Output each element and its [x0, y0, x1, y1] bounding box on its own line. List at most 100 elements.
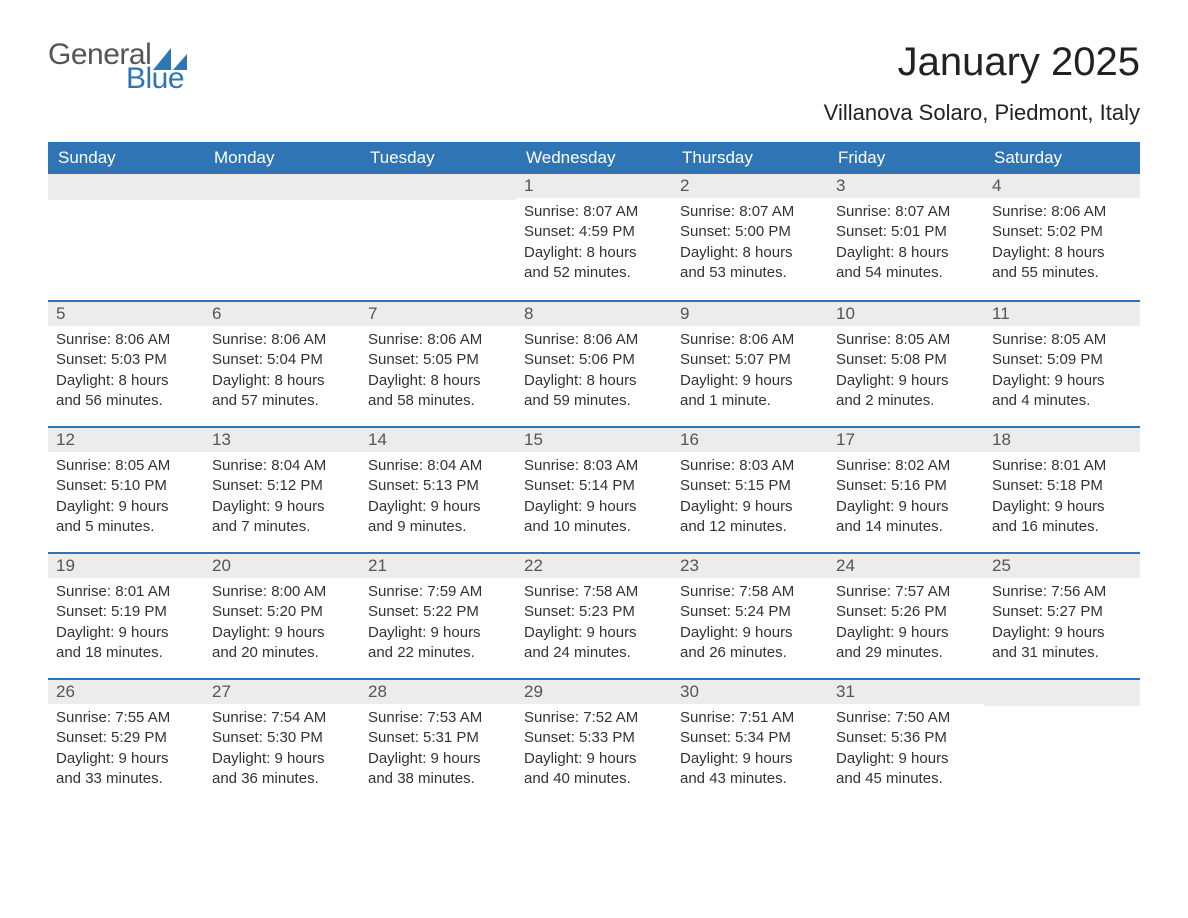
day-cell-23: 23Sunrise: 7:58 AMSunset: 5:24 PMDayligh… — [672, 554, 828, 678]
day-number: 10 — [828, 302, 984, 326]
day-cell-6: 6Sunrise: 8:06 AMSunset: 5:04 PMDaylight… — [204, 302, 360, 426]
sunrise-line: Sunrise: 8:05 AM — [836, 330, 976, 350]
sunrise-line: Sunrise: 7:56 AM — [992, 582, 1132, 602]
day-cell-17: 17Sunrise: 8:02 AMSunset: 5:16 PMDayligh… — [828, 428, 984, 552]
day-body: Sunrise: 8:06 AMSunset: 5:03 PMDaylight:… — [48, 326, 204, 421]
day-cell-empty — [984, 680, 1140, 804]
week-row: 5Sunrise: 8:06 AMSunset: 5:03 PMDaylight… — [48, 300, 1140, 426]
daylight-line: Daylight: 9 hours and 43 minutes. — [680, 749, 820, 790]
day-number: 11 — [984, 302, 1140, 326]
sunset-line: Sunset: 5:06 PM — [524, 350, 664, 370]
day-body: Sunrise: 8:06 AMSunset: 5:02 PMDaylight:… — [984, 198, 1140, 293]
sunset-line: Sunset: 5:22 PM — [368, 602, 508, 622]
sunset-line: Sunset: 5:16 PM — [836, 476, 976, 496]
sunset-line: Sunset: 5:05 PM — [368, 350, 508, 370]
day-body: Sunrise: 7:58 AMSunset: 5:23 PMDaylight:… — [516, 578, 672, 673]
sunset-line: Sunset: 5:15 PM — [680, 476, 820, 496]
sunrise-line: Sunrise: 8:05 AM — [56, 456, 196, 476]
sunrise-line: Sunrise: 7:52 AM — [524, 708, 664, 728]
day-body: Sunrise: 8:04 AMSunset: 5:12 PMDaylight:… — [204, 452, 360, 547]
sunrise-line: Sunrise: 7:58 AM — [680, 582, 820, 602]
daylight-line: Daylight: 9 hours and 12 minutes. — [680, 497, 820, 538]
day-number: 23 — [672, 554, 828, 578]
day-number: 25 — [984, 554, 1140, 578]
daylight-line: Daylight: 9 hours and 40 minutes. — [524, 749, 664, 790]
daylight-line: Daylight: 9 hours and 18 minutes. — [56, 623, 196, 664]
day-body: Sunrise: 8:05 AMSunset: 5:10 PMDaylight:… — [48, 452, 204, 547]
day-cell-4: 4Sunrise: 8:06 AMSunset: 5:02 PMDaylight… — [984, 174, 1140, 300]
day-number: 26 — [48, 680, 204, 704]
day-number: 19 — [48, 554, 204, 578]
daylight-line: Daylight: 9 hours and 16 minutes. — [992, 497, 1132, 538]
day-cell-18: 18 Sunrise: 8:01 AMSunset: 5:18 PMDayligh… — [984, 428, 1140, 552]
day-cell-7: 7Sunrise: 8:06 AMSunset: 5:05 PMDaylight… — [360, 302, 516, 426]
daylight-line: Daylight: 8 hours and 55 minutes. — [992, 243, 1132, 284]
sunset-line: Sunset: 5:31 PM — [368, 728, 508, 748]
sunrise-line: Sunrise: 8:06 AM — [680, 330, 820, 350]
day-body: Sunrise: 8:03 AMSunset: 5:14 PMDaylight:… — [516, 452, 672, 547]
sunrise-line: Sunrise: 8:01 AM — [992, 456, 1132, 476]
day-number: 12 — [48, 428, 204, 452]
daylight-line: Daylight: 9 hours and 29 minutes. — [836, 623, 976, 664]
daylight-line: Daylight: 9 hours and 45 minutes. — [836, 749, 976, 790]
day-body: Sunrise: 8:05 AMSunset: 5:09 PMDaylight:… — [984, 326, 1140, 421]
daylight-line: Daylight: 9 hours and 10 minutes. — [524, 497, 664, 538]
daylight-line: Daylight: 9 hours and 7 minutes. — [212, 497, 352, 538]
day-body: Sunrise: 8:01 AMSunset: 5:19 PMDaylight:… — [48, 578, 204, 673]
daylight-line: Daylight: 8 hours and 52 minutes. — [524, 243, 664, 284]
day-body: Sunrise: 8:06 AMSunset: 5:05 PMDaylight:… — [360, 326, 516, 421]
sunrise-line: Sunrise: 7:50 AM — [836, 708, 976, 728]
sunrise-line: Sunrise: 8:06 AM — [992, 202, 1132, 222]
day-number: 21 — [360, 554, 516, 578]
sunset-line: Sunset: 5:10 PM — [56, 476, 196, 496]
sunset-line: Sunset: 5:36 PM — [836, 728, 976, 748]
day-number: 16 — [672, 428, 828, 452]
sunrise-line: Sunrise: 8:06 AM — [368, 330, 508, 350]
daylight-line: Daylight: 9 hours and 36 minutes. — [212, 749, 352, 790]
sunrise-line: Sunrise: 8:07 AM — [524, 202, 664, 222]
day-cell-16: 16Sunrise: 8:03 AMSunset: 5:15 PMDayligh… — [672, 428, 828, 552]
weekday-header-row: SundayMondayTuesdayWednesdayThursdayFrid… — [48, 142, 1140, 174]
weekday-friday: Friday — [828, 142, 984, 174]
day-number — [204, 174, 360, 200]
sunrise-line: Sunrise: 8:02 AM — [836, 456, 976, 476]
sunset-line: Sunset: 4:59 PM — [524, 222, 664, 242]
day-cell-30: 30Sunrise: 7:51 AMSunset: 5:34 PMDayligh… — [672, 680, 828, 804]
daylight-line: Daylight: 9 hours and 22 minutes. — [368, 623, 508, 664]
day-cell-25: 25Sunrise: 7:56 AMSunset: 5:27 PMDayligh… — [984, 554, 1140, 678]
day-number: 14 — [360, 428, 516, 452]
week-row: 19Sunrise: 8:01 AMSunset: 5:19 PMDayligh… — [48, 552, 1140, 678]
daylight-line: Daylight: 9 hours and 24 minutes. — [524, 623, 664, 664]
sunset-line: Sunset: 5:01 PM — [836, 222, 976, 242]
sunrise-line: Sunrise: 8:06 AM — [524, 330, 664, 350]
daylight-line: Daylight: 8 hours and 57 minutes. — [212, 371, 352, 412]
day-body: Sunrise: 7:53 AMSunset: 5:31 PMDaylight:… — [360, 704, 516, 799]
day-body: Sunrise: 8:06 AMSunset: 5:07 PMDaylight:… — [672, 326, 828, 421]
day-number: 18 — [984, 428, 1140, 452]
header: General Blue January 2025 — [48, 40, 1140, 94]
day-body: Sunrise: 7:50 AMSunset: 5:36 PMDaylight:… — [828, 704, 984, 799]
sunrise-line: Sunrise: 7:53 AM — [368, 708, 508, 728]
day-number — [360, 174, 516, 200]
day-number: 15 — [516, 428, 672, 452]
sunset-line: Sunset: 5:18 PM — [992, 476, 1132, 496]
sunset-line: Sunset: 5:33 PM — [524, 728, 664, 748]
day-cell-3: 3Sunrise: 8:07 AMSunset: 5:01 PMDaylight… — [828, 174, 984, 300]
logo-text-blue: Blue — [126, 64, 187, 94]
sunset-line: Sunset: 5:03 PM — [56, 350, 196, 370]
day-number: 7 — [360, 302, 516, 326]
sunset-line: Sunset: 5:23 PM — [524, 602, 664, 622]
daylight-line: Daylight: 9 hours and 9 minutes. — [368, 497, 508, 538]
day-body: Sunrise: 7:51 AMSunset: 5:34 PMDaylight:… — [672, 704, 828, 799]
day-cell-2: 2Sunrise: 8:07 AMSunset: 5:00 PMDaylight… — [672, 174, 828, 300]
day-cell-9: 9Sunrise: 8:06 AMSunset: 5:07 PMDaylight… — [672, 302, 828, 426]
sunrise-line: Sunrise: 8:04 AM — [368, 456, 508, 476]
day-number: 9 — [672, 302, 828, 326]
daylight-line: Daylight: 8 hours and 58 minutes. — [368, 371, 508, 412]
sunrise-line: Sunrise: 8:06 AM — [56, 330, 196, 350]
logo: General Blue — [48, 40, 187, 94]
sunset-line: Sunset: 5:04 PM — [212, 350, 352, 370]
daylight-line: Daylight: 9 hours and 14 minutes. — [836, 497, 976, 538]
day-body: Sunrise: 7:52 AMSunset: 5:33 PMDaylight:… — [516, 704, 672, 799]
day-cell-8: 8Sunrise: 8:06 AMSunset: 5:06 PMDaylight… — [516, 302, 672, 426]
